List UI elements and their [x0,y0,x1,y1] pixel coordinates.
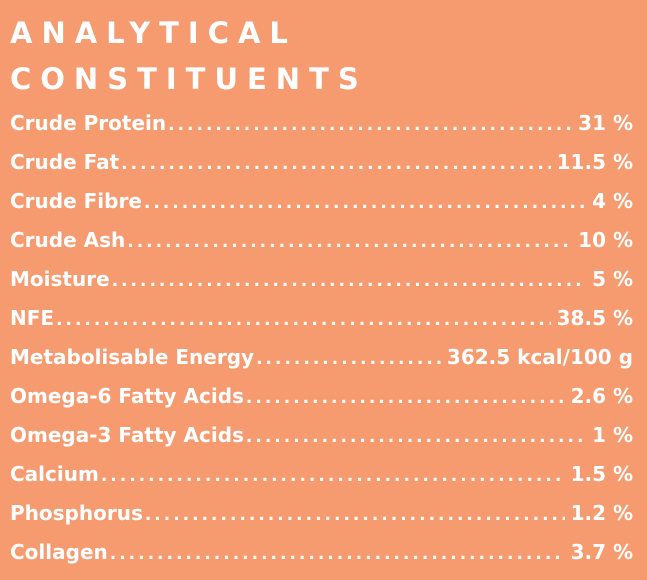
dot-leader [144,193,586,213]
constituent-row-nfe: NFE 38.5 % [10,306,633,345]
constituent-row-crude-protein: Crude Protein 31 % [10,111,633,150]
constituent-label: Metabolisable Energy [10,345,255,369]
dot-leader [121,154,550,174]
constituent-label: NFE [10,306,55,330]
constituent-value: 38.5 % [556,306,633,330]
constituent-row-crude-ash: Crude Ash 10 % [10,228,633,267]
section-title-line-2: CONSTITUENTS [10,62,368,96]
section-title: ANALYTICAL CONSTITUENTS [10,10,633,102]
constituent-row-moisture: Moisture 5 % [10,267,633,306]
constituent-label: Crude Fibre [10,189,142,213]
constituent-value: 31 % [578,111,633,135]
constituent-label: Phosphorus [10,501,143,525]
dot-leader [127,232,572,252]
constituent-row-omega-3: Omega-3 Fatty Acids 1 % [10,423,633,462]
dot-leader [246,388,565,408]
constituent-value: 1 % [592,423,633,447]
constituent-row-phosphorus: Phosphorus 1.2 % [10,501,633,540]
constituent-value: 10 % [578,228,633,252]
constituent-value: 11.5 % [556,150,633,174]
constituent-label: Crude Fat [10,150,120,174]
constituent-row-crude-fibre: Crude Fibre 4 % [10,189,633,228]
constituent-label: Omega-3 Fatty Acids [10,423,244,447]
constituent-label: Crude Protein [10,111,167,135]
constituent-value: 1.5 % [570,462,633,486]
constituents-list: Crude Protein 31 % Crude Fat 11.5 % Crud… [10,111,633,579]
constituent-row-omega-6: Omega-6 Fatty Acids 2.6 % [10,384,633,423]
constituent-label: Omega-6 Fatty Acids [10,384,244,408]
constituent-value: 5 % [592,267,633,291]
dot-leader [101,466,565,486]
constituent-value: 362.5 kcal/100 g [446,345,633,369]
constituent-row-crude-fat: Crude Fat 11.5 % [10,150,633,189]
dot-leader [256,349,441,369]
constituent-row-metabolisable-energy: Metabolisable Energy 362.5 kcal/100 g [10,345,633,384]
dot-leader [168,115,572,135]
constituent-label: Crude Ash [10,228,126,252]
dot-leader [246,427,586,447]
dot-leader [145,505,565,525]
dot-leader [112,271,586,291]
constituent-row-calcium: Calcium 1.5 % [10,462,633,501]
constituent-row-collagen: Collagen 3.7 % [10,540,633,579]
dot-leader [110,544,565,564]
section-title-line-1: ANALYTICAL [10,16,297,50]
constituent-value: 1.2 % [570,501,633,525]
dot-leader [56,310,551,330]
constituent-label: Calcium [10,462,99,486]
constituent-value: 3.7 % [570,540,633,564]
constituent-label: Collagen [10,540,108,564]
constituent-value: 4 % [592,189,633,213]
constituent-label: Moisture [10,267,110,291]
constituent-value: 2.6 % [570,384,633,408]
